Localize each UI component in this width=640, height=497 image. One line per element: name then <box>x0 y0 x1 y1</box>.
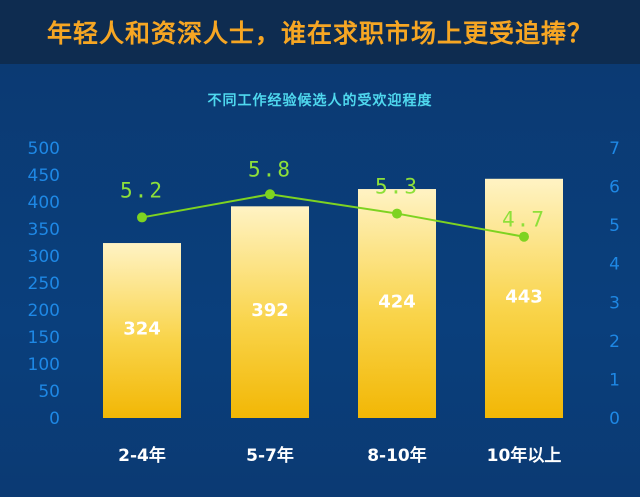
left-tick-label: 50 <box>38 382 60 402</box>
right-tick-label: 1 <box>609 370 620 390</box>
bar-value-label: 424 <box>378 292 416 313</box>
left-tick-label: 350 <box>28 220 60 240</box>
right-tick-label: 0 <box>609 409 620 429</box>
right-tick-label: 3 <box>609 293 620 313</box>
headline-banner <box>0 0 640 64</box>
left-tick-label: 500 <box>28 139 60 159</box>
line-point <box>265 189 275 200</box>
left-tick-label: 0 <box>49 409 60 429</box>
left-axis: 0 50 100 150 200 250 300 350 400 450 500 <box>28 139 60 429</box>
line-value-label: 5.8 <box>248 157 292 181</box>
left-tick-label: 300 <box>28 247 60 267</box>
bar-value-label: 392 <box>251 300 289 321</box>
right-tick-label: 6 <box>609 178 620 198</box>
category-label: 5-7年 <box>246 445 294 466</box>
bar <box>358 189 436 418</box>
bar <box>103 243 181 418</box>
bar <box>485 178 563 418</box>
line-path <box>141 193 525 238</box>
right-tick-label: 7 <box>609 139 620 159</box>
chart-title: 不同工作经验候选人的受欢迎程度 <box>207 93 433 109</box>
bar <box>231 206 309 418</box>
left-tick-label: 400 <box>28 193 60 213</box>
line-point <box>519 231 529 242</box>
right-axis: 0 1 2 3 4 5 6 7 <box>609 139 620 429</box>
line-value-label: 5.2 <box>120 178 164 202</box>
line-point <box>392 208 402 219</box>
right-tick-label: 2 <box>609 332 620 352</box>
category-label: 8-10年 <box>367 445 427 466</box>
line-value-label: 5.3 <box>375 175 419 199</box>
category-axis: 2-4年 5-7年 8-10年 10年以上 <box>118 445 561 466</box>
right-tick-label: 4 <box>609 255 620 275</box>
bar-value-label: 324 <box>123 319 161 340</box>
bar-value-label: 443 <box>505 286 543 307</box>
category-label: 2-4年 <box>118 445 166 466</box>
left-tick-label: 100 <box>28 355 60 375</box>
left-tick-label: 150 <box>28 328 60 348</box>
left-tick-label: 250 <box>28 274 60 294</box>
right-tick-label: 5 <box>609 216 620 236</box>
line-series: 5.2 5.8 5.3 4.7 <box>120 157 546 242</box>
line-value-label: 4.7 <box>502 208 546 232</box>
left-tick-label: 200 <box>28 301 60 321</box>
category-label: 10年以上 <box>487 445 562 466</box>
bar-value-labels: 324 392 424 443 <box>123 286 543 339</box>
left-tick-label: 450 <box>28 166 60 186</box>
line-point <box>137 212 147 223</box>
bar-series <box>103 178 563 418</box>
headline: 年轻人和资深人士，谁在求职市场上更受追捧？ <box>46 19 593 48</box>
